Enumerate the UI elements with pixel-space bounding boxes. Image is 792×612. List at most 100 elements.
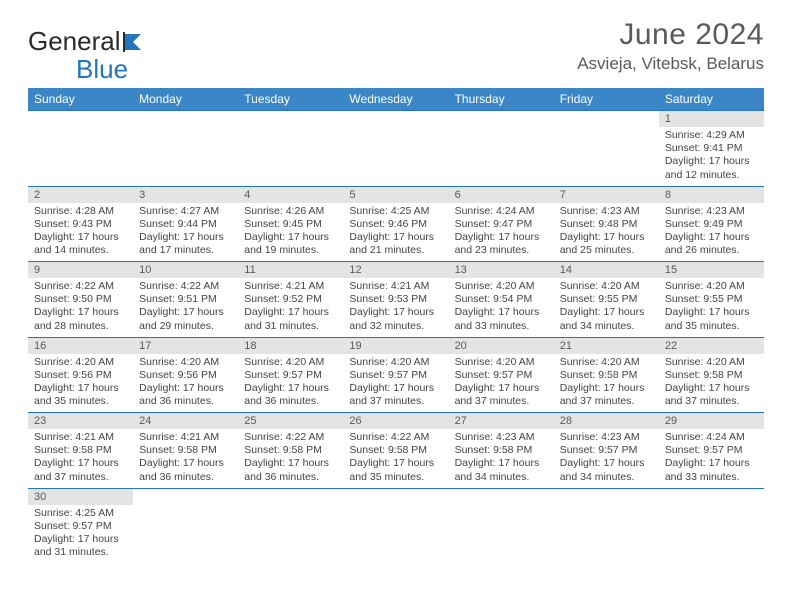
sunrise-text: Sunrise: 4:25 AM	[349, 205, 442, 218]
daylight-text: Daylight: 17 hours	[560, 231, 653, 244]
calendar-row: 9Sunrise: 4:22 AMSunset: 9:50 PMDaylight…	[28, 262, 764, 338]
sunset-text: Sunset: 9:41 PM	[665, 142, 758, 155]
brand-logo: GeneralBlue	[28, 18, 151, 82]
calendar-cell: 4Sunrise: 4:26 AMSunset: 9:45 PMDaylight…	[238, 186, 343, 262]
day-number: 25	[238, 413, 343, 429]
day-body: Sunrise: 4:20 AMSunset: 9:56 PMDaylight:…	[28, 354, 133, 413]
day-body: Sunrise: 4:21 AMSunset: 9:58 PMDaylight:…	[28, 429, 133, 488]
calendar-cell: 12Sunrise: 4:21 AMSunset: 9:53 PMDayligh…	[343, 262, 448, 338]
calendar-cell	[554, 111, 659, 187]
daylight-text: Daylight: 17 hours	[34, 533, 127, 546]
sunrise-text: Sunrise: 4:29 AM	[665, 129, 758, 142]
daylight-text: Daylight: 17 hours	[139, 306, 232, 319]
day-body: Sunrise: 4:23 AMSunset: 9:48 PMDaylight:…	[554, 203, 659, 262]
day-body: Sunrise: 4:20 AMSunset: 9:57 PMDaylight:…	[238, 354, 343, 413]
calendar-cell: 22Sunrise: 4:20 AMSunset: 9:58 PMDayligh…	[659, 337, 764, 413]
daylight-text: Daylight: 17 hours	[455, 382, 548, 395]
sunset-text: Sunset: 9:57 PM	[665, 444, 758, 457]
day-body: Sunrise: 4:28 AMSunset: 9:43 PMDaylight:…	[28, 203, 133, 262]
calendar-row: 16Sunrise: 4:20 AMSunset: 9:56 PMDayligh…	[28, 337, 764, 413]
calendar-cell	[238, 111, 343, 187]
sunrise-text: Sunrise: 4:20 AM	[455, 356, 548, 369]
day-number: 16	[28, 338, 133, 354]
daylight-text: Daylight: 17 hours	[244, 457, 337, 470]
sunset-text: Sunset: 9:54 PM	[455, 293, 548, 306]
sunrise-text: Sunrise: 4:20 AM	[349, 356, 442, 369]
sunset-text: Sunset: 9:55 PM	[560, 293, 653, 306]
daylight-text: and 36 minutes.	[139, 395, 232, 408]
calendar-cell	[133, 488, 238, 563]
daylight-text: and 32 minutes.	[349, 320, 442, 333]
sunset-text: Sunset: 9:56 PM	[34, 369, 127, 382]
day-number: 27	[449, 413, 554, 429]
daylight-text: and 34 minutes.	[455, 471, 548, 484]
weekday-header: Thursday	[449, 88, 554, 111]
calendar-table: Sunday Monday Tuesday Wednesday Thursday…	[28, 88, 764, 563]
day-body: Sunrise: 4:24 AMSunset: 9:57 PMDaylight:…	[659, 429, 764, 488]
calendar-cell: 6Sunrise: 4:24 AMSunset: 9:47 PMDaylight…	[449, 186, 554, 262]
daylight-text: Daylight: 17 hours	[244, 382, 337, 395]
day-body: Sunrise: 4:20 AMSunset: 9:55 PMDaylight:…	[659, 278, 764, 337]
calendar-cell	[343, 111, 448, 187]
calendar-cell	[343, 488, 448, 563]
daylight-text: Daylight: 17 hours	[34, 382, 127, 395]
calendar-cell: 20Sunrise: 4:20 AMSunset: 9:57 PMDayligh…	[449, 337, 554, 413]
calendar-cell: 25Sunrise: 4:22 AMSunset: 9:58 PMDayligh…	[238, 413, 343, 489]
day-body: Sunrise: 4:25 AMSunset: 9:57 PMDaylight:…	[28, 505, 133, 564]
weekday-header-row: Sunday Monday Tuesday Wednesday Thursday…	[28, 88, 764, 111]
day-body: Sunrise: 4:29 AMSunset: 9:41 PMDaylight:…	[659, 127, 764, 186]
calendar-cell: 28Sunrise: 4:23 AMSunset: 9:57 PMDayligh…	[554, 413, 659, 489]
daylight-text: Daylight: 17 hours	[34, 457, 127, 470]
sunset-text: Sunset: 9:45 PM	[244, 218, 337, 231]
calendar-cell: 21Sunrise: 4:20 AMSunset: 9:58 PMDayligh…	[554, 337, 659, 413]
sunrise-text: Sunrise: 4:24 AM	[665, 431, 758, 444]
day-number: 9	[28, 262, 133, 278]
calendar-cell	[554, 488, 659, 563]
day-body: Sunrise: 4:23 AMSunset: 9:58 PMDaylight:…	[449, 429, 554, 488]
calendar-row: 1Sunrise: 4:29 AMSunset: 9:41 PMDaylight…	[28, 111, 764, 187]
calendar-cell: 10Sunrise: 4:22 AMSunset: 9:51 PMDayligh…	[133, 262, 238, 338]
daylight-text: and 35 minutes.	[665, 320, 758, 333]
daylight-text: Daylight: 17 hours	[665, 306, 758, 319]
calendar-cell	[449, 111, 554, 187]
calendar-cell	[133, 111, 238, 187]
day-body: Sunrise: 4:25 AMSunset: 9:46 PMDaylight:…	[343, 203, 448, 262]
sunset-text: Sunset: 9:57 PM	[244, 369, 337, 382]
daylight-text: Daylight: 17 hours	[244, 231, 337, 244]
daylight-text: and 12 minutes.	[665, 169, 758, 182]
sunrise-text: Sunrise: 4:27 AM	[139, 205, 232, 218]
flag-icon	[123, 30, 151, 56]
daylight-text: and 29 minutes.	[139, 320, 232, 333]
daylight-text: Daylight: 17 hours	[139, 382, 232, 395]
calendar-row: 2Sunrise: 4:28 AMSunset: 9:43 PMDaylight…	[28, 186, 764, 262]
sunrise-text: Sunrise: 4:26 AM	[244, 205, 337, 218]
calendar-cell: 16Sunrise: 4:20 AMSunset: 9:56 PMDayligh…	[28, 337, 133, 413]
sunrise-text: Sunrise: 4:22 AM	[139, 280, 232, 293]
location-label: Asvieja, Vitebsk, Belarus	[577, 54, 764, 74]
sunrise-text: Sunrise: 4:20 AM	[139, 356, 232, 369]
sunset-text: Sunset: 9:57 PM	[455, 369, 548, 382]
day-number: 10	[133, 262, 238, 278]
sunrise-text: Sunrise: 4:20 AM	[244, 356, 337, 369]
day-number: 18	[238, 338, 343, 354]
calendar-cell	[238, 488, 343, 563]
sunset-text: Sunset: 9:58 PM	[139, 444, 232, 457]
day-body: Sunrise: 4:21 AMSunset: 9:53 PMDaylight:…	[343, 278, 448, 337]
daylight-text: and 21 minutes.	[349, 244, 442, 257]
day-body: Sunrise: 4:20 AMSunset: 9:57 PMDaylight:…	[343, 354, 448, 413]
calendar-cell: 7Sunrise: 4:23 AMSunset: 9:48 PMDaylight…	[554, 186, 659, 262]
sunset-text: Sunset: 9:57 PM	[349, 369, 442, 382]
sunrise-text: Sunrise: 4:23 AM	[455, 431, 548, 444]
calendar-cell: 3Sunrise: 4:27 AMSunset: 9:44 PMDaylight…	[133, 186, 238, 262]
day-number: 7	[554, 187, 659, 203]
calendar-cell	[28, 111, 133, 187]
day-number: 23	[28, 413, 133, 429]
sunset-text: Sunset: 9:57 PM	[34, 520, 127, 533]
day-body: Sunrise: 4:20 AMSunset: 9:56 PMDaylight:…	[133, 354, 238, 413]
day-number: 15	[659, 262, 764, 278]
calendar-cell: 24Sunrise: 4:21 AMSunset: 9:58 PMDayligh…	[133, 413, 238, 489]
sunrise-text: Sunrise: 4:20 AM	[665, 356, 758, 369]
sunset-text: Sunset: 9:57 PM	[560, 444, 653, 457]
day-number: 2	[28, 187, 133, 203]
day-number: 13	[449, 262, 554, 278]
